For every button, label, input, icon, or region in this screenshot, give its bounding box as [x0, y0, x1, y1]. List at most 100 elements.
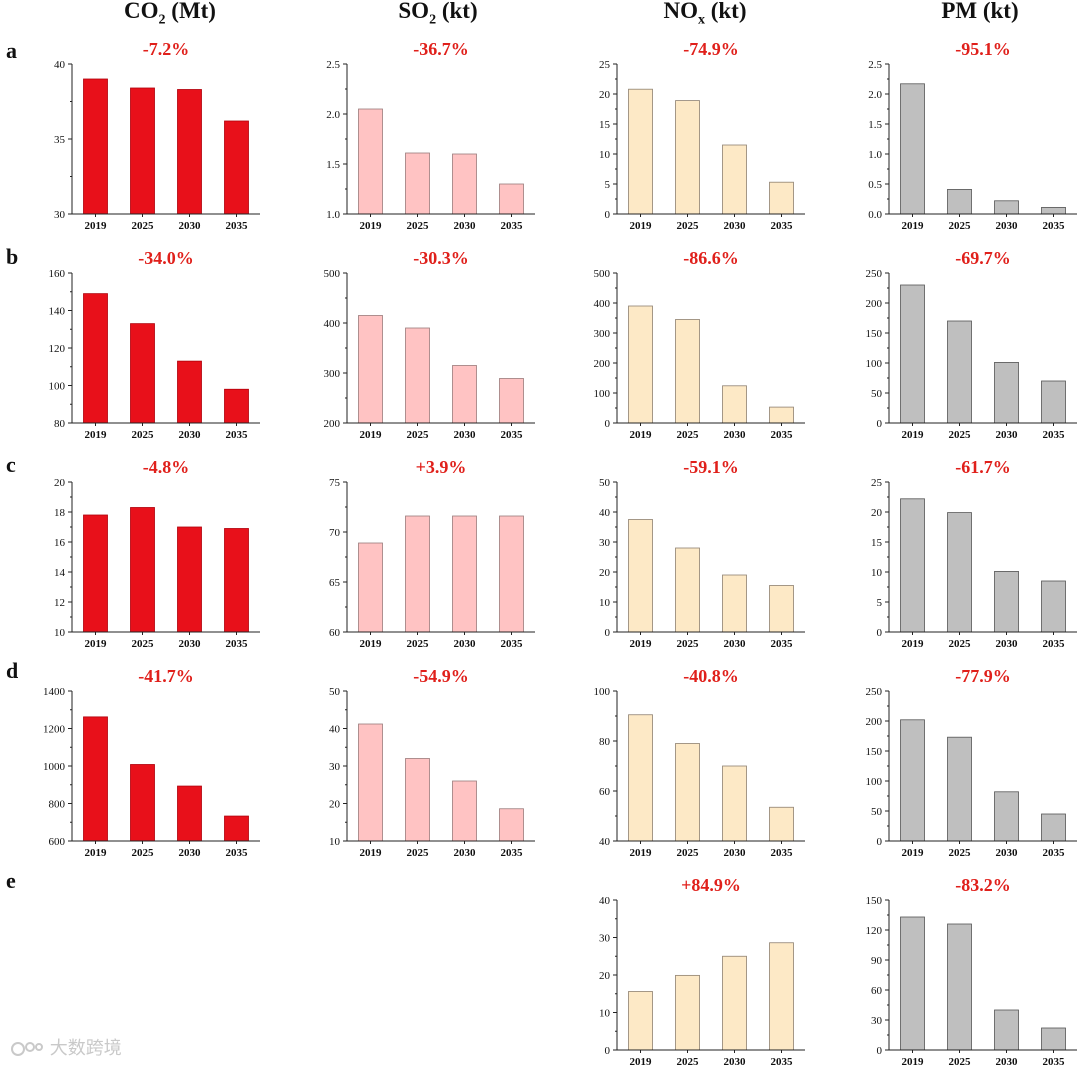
bar-2019 — [628, 305, 653, 424]
bar-2035 — [499, 378, 524, 424]
x-tick-label: 2035 — [1043, 220, 1066, 232]
bar-2030 — [452, 365, 477, 424]
x-tick-label: 2030 — [179, 429, 202, 441]
y-tick-label: 600 — [49, 836, 66, 848]
x-tick-label: 2025 — [407, 847, 430, 859]
x-tick-label: 2019 — [360, 429, 383, 441]
y-tick-label: 40 — [599, 507, 611, 519]
bar-2035 — [224, 815, 249, 842]
y-tick-label: 100 — [594, 388, 611, 400]
y-tick-label: 1000 — [43, 761, 66, 773]
x-tick-label: 2019 — [85, 220, 108, 232]
y-tick-label: 30 — [599, 933, 611, 945]
y-tick-label: 25 — [871, 477, 883, 489]
y-tick-label: 30 — [54, 209, 66, 221]
bar-2019 — [358, 723, 383, 842]
y-tick-label: 0.0 — [868, 209, 882, 221]
x-tick-label: 2035 — [501, 847, 524, 859]
bar-2025 — [947, 923, 972, 1051]
y-tick-label: 40 — [599, 836, 611, 848]
percent-change-label: -59.1% — [683, 457, 739, 477]
y-tick-label: 0 — [877, 836, 883, 848]
y-tick-label: 1.5 — [868, 119, 882, 131]
x-tick-label: 2025 — [407, 429, 430, 441]
y-tick-label: 50 — [329, 686, 341, 698]
y-tick-label: 2.0 — [326, 109, 340, 121]
y-tick-label: 20 — [54, 477, 66, 489]
y-tick-label: 120 — [866, 925, 883, 937]
x-tick-label: 2019 — [630, 847, 653, 859]
x-tick-label: 2030 — [996, 429, 1019, 441]
y-tick-label: 0 — [605, 418, 611, 430]
bar-2019 — [358, 542, 383, 633]
bar-2035 — [1041, 813, 1066, 842]
y-tick-label: 15 — [599, 119, 611, 131]
x-tick-label: 2019 — [85, 847, 108, 859]
bar-2030 — [722, 574, 747, 633]
y-tick-label: 200 — [594, 358, 611, 370]
x-tick-label: 2035 — [501, 429, 524, 441]
y-tick-label: 0 — [877, 1045, 883, 1057]
bar-chart: -95.1% 0.0 0.5 1.0 1.5 2.0 2.5 2019 2025 2030 2035 — [868, 39, 1077, 232]
bar-2019 — [83, 716, 108, 842]
y-tick-label: 40 — [599, 895, 611, 907]
x-tick-label: 2030 — [454, 220, 477, 232]
chart-panel-b-co2: -34.0% 80 100 120 140 160 2019 2025 2030 2035 — [22, 243, 292, 457]
bar-chart: -40.8% 40 60 80 100 2019 2025 2030 2035 — [594, 666, 805, 859]
percent-change-label: -34.0% — [138, 248, 194, 268]
y-tick-label: 80 — [599, 736, 611, 748]
y-tick-label: 2.5 — [326, 59, 340, 71]
bar-chart: -69.7% 0 50 100 150 200 250 2019 2025 2030 2035 — [866, 248, 1077, 441]
column-header-so2: SO2 (kt) — [363, 0, 513, 32]
y-tick-label: 50 — [871, 388, 883, 400]
bar-2025 — [405, 515, 430, 633]
bar-chart: +3.9% 60 65 70 75 2019 2025 2030 2035 — [329, 457, 535, 650]
y-tick-label: 50 — [871, 806, 883, 818]
bar-chart: -77.9% 0 50 100 150 200 250 2019 2025 2030 2035 — [866, 666, 1077, 859]
percent-change-label: -4.8% — [143, 457, 190, 477]
column-header-co2-unit: (Mt) — [165, 0, 216, 23]
y-tick-label: 0 — [605, 627, 611, 639]
y-tick-label: 300 — [594, 328, 611, 340]
column-header-nox-unit: (kt) — [704, 0, 747, 23]
y-tick-label: 10 — [599, 597, 611, 609]
x-tick-label: 2030 — [724, 847, 747, 859]
chart-panel-c-co2: -4.8% 10 12 14 16 18 20 2019 2025 2030 2035 — [22, 452, 292, 666]
column-header-so2-name: SO — [398, 0, 430, 23]
percent-change-label: -61.7% — [955, 457, 1011, 477]
x-tick-label: 2019 — [85, 429, 108, 441]
chart-panel-a-nox: -74.9% 0 5 10 15 20 25 2019 2025 2030 2035 — [567, 34, 837, 248]
bar-2035 — [769, 181, 794, 215]
y-tick-label: 150 — [866, 328, 883, 340]
bar-chart: -86.6% 0 100 200 300 400 500 2019 2025 2030 2035 — [594, 248, 805, 441]
bar-2019 — [358, 108, 383, 215]
x-tick-label: 2019 — [360, 220, 383, 232]
y-tick-label: 0 — [605, 209, 611, 221]
percent-change-label: +84.9% — [681, 875, 741, 895]
y-tick-label: 500 — [594, 268, 611, 280]
percent-change-label: -41.7% — [138, 666, 194, 686]
x-tick-label: 2030 — [179, 220, 202, 232]
chart-panel-c-nox: -59.1% 0 10 20 30 40 50 2019 2025 2030 2035 — [567, 452, 837, 666]
y-tick-label: 10 — [54, 627, 66, 639]
bar-2019 — [628, 991, 653, 1051]
bar-2035 — [224, 388, 249, 424]
bar-2019 — [900, 916, 925, 1051]
x-tick-label: 2030 — [996, 1056, 1019, 1068]
y-tick-label: 400 — [594, 298, 611, 310]
column-header-pm-unit: (kt) — [977, 0, 1019, 23]
y-tick-label: 20 — [599, 567, 611, 579]
x-tick-label: 2035 — [771, 429, 794, 441]
y-tick-label: 18 — [54, 507, 66, 519]
y-tick-label: 100 — [49, 381, 66, 393]
x-tick-label: 2035 — [1043, 1056, 1066, 1068]
x-tick-label: 2019 — [360, 638, 383, 650]
chart-panel-a-pm: -95.1% 0.0 0.5 1.0 1.5 2.0 2.5 2019 2025 2030 2035 — [839, 34, 1080, 248]
x-tick-label: 2025 — [407, 220, 430, 232]
chart-panel-d-pm: -77.9% 0 50 100 150 200 250 2019 2025 2030 2035 — [839, 661, 1080, 875]
row-label-d: d — [6, 658, 19, 683]
bar-2025 — [405, 327, 430, 424]
bar-2025 — [947, 512, 972, 633]
